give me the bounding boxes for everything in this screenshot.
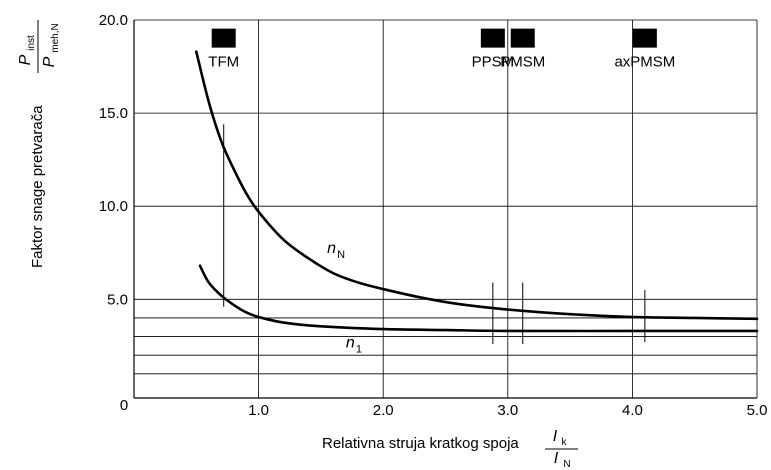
y-fraction-denominator-sub: meh,N [50, 23, 61, 52]
series: n Nn 1 [195, 50, 759, 356]
x-fraction-denominator: I [554, 450, 559, 467]
marker-square [510, 28, 535, 48]
x-tick-label: 5.0 [747, 402, 768, 419]
marker-label: PMSM [500, 54, 545, 71]
marker-label: TFM [208, 54, 239, 71]
x-axis-label: Relativna struja kratkog spoja I k I N [322, 428, 578, 470]
marker-label: axPMSM [614, 54, 675, 71]
marker-square [480, 28, 505, 48]
y-fraction-numerator: P [17, 54, 34, 65]
x-fraction-denominator-sub: N [563, 459, 570, 470]
y-axis-fraction: P inst P meh,N [17, 20, 61, 73]
x-axis-label-text: Relativna struja kratkog spoja [322, 435, 519, 452]
x-fraction-numerator-sub: k [562, 437, 568, 448]
x-tick-label: 2.0 [373, 402, 394, 419]
y-axis-label-text: Faktor snage pretvarača [29, 105, 46, 268]
series-line-n_1 [198, 264, 759, 333]
y-fraction-denominator: P [41, 56, 58, 67]
series-label-n_N: n [327, 240, 336, 257]
y-fraction-numerator-sub: inst [26, 35, 37, 51]
y-tick-label: 15.0 [99, 105, 128, 122]
marker-label: PPSM [472, 54, 515, 71]
marker-square [632, 28, 657, 48]
y-tick-label: 5.0 [107, 291, 128, 308]
series-label-sub-n_N: N [337, 249, 345, 261]
x-origin-label: 0 [120, 397, 128, 414]
y-tick-label: 10.0 [99, 198, 128, 215]
series-line-n_N [195, 50, 759, 321]
series-label-n_1: n [346, 335, 355, 352]
series-label-sub-n_1: 1 [356, 344, 362, 356]
x-fraction-numerator: I [553, 428, 558, 445]
y-axis-label: Faktor snage pretvarača P inst P meh,N [17, 20, 61, 268]
marker-square [211, 28, 236, 48]
x-tick-label: 4.0 [622, 402, 643, 419]
tick-labels: 5.0 10.0 15.0 20.0 1.0 2.0 3.0 4.0 5.0 0 [99, 12, 768, 419]
y-tick-label: 20.0 [99, 12, 128, 29]
x-tick-label: 1.0 [248, 402, 269, 419]
x-tick-label: 3.0 [497, 402, 518, 419]
grid [134, 19, 758, 398]
axes [133, 20, 757, 399]
